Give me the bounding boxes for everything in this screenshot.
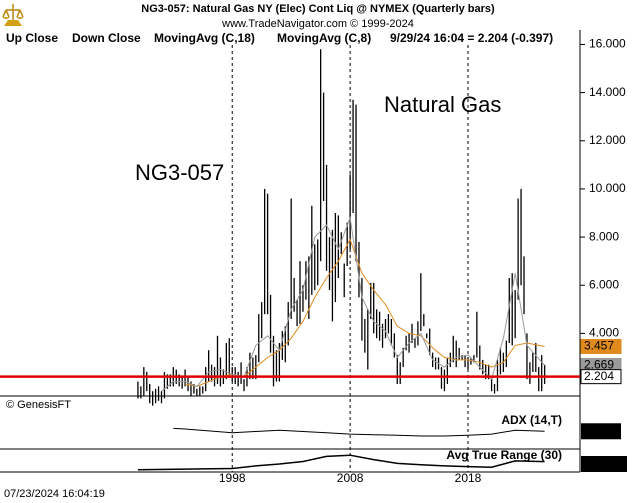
ma18-value: 3.457 <box>584 339 614 353</box>
adx-line <box>173 427 545 437</box>
y-tick-label: 12.000 <box>589 133 626 147</box>
legend-ma8: MovingAvg (C,8) <box>277 31 371 45</box>
y-tick-label: 6.000 <box>589 277 619 291</box>
legend-down: Down Close <box>72 31 141 45</box>
annotation: Natural Gas <box>384 92 501 117</box>
ma18-value-box <box>580 338 622 354</box>
x-tick-label: 2008 <box>337 471 364 485</box>
y-tick-label: 14.000 <box>589 85 626 99</box>
source: © GenesisFT <box>6 399 71 411</box>
timestamp: 07/23/2024 16:04:19 <box>4 488 105 500</box>
chart-subtitle: www.TradeNavigator.com © 1999-2024 <box>221 18 414 30</box>
last-value-box <box>580 369 622 385</box>
y-tick-label: 8.000 <box>589 229 619 243</box>
ma8-value: 2.669 <box>584 358 614 372</box>
quote: 9/29/24 16:04 = 2.204 (-0.397) <box>390 31 553 45</box>
last-value: 2.204 <box>584 369 614 383</box>
x-tick-label: 1998 <box>219 471 246 485</box>
adx-value: 26.42 <box>584 423 614 437</box>
adx-label: ADX (14,T) <box>501 413 562 427</box>
legend-up: Up Close <box>6 31 58 45</box>
x-tick-label: 2018 <box>455 471 482 485</box>
y-tick-label: 16.000 <box>589 37 626 51</box>
atr-value-box <box>581 456 627 472</box>
chart-title: NG3-057: Natural Gas NY (Elec) Cont Liq … <box>141 3 495 15</box>
annotation: NG3-057 <box>135 160 224 185</box>
moving-average <box>161 215 545 392</box>
atr-value: 1.4838 <box>584 456 621 470</box>
logo <box>2 4 24 26</box>
legend-ma18: MovingAvg (C,18) <box>154 31 255 45</box>
y-tick-label: 10.000 <box>589 181 626 195</box>
atr-label: Avg True Range (30) <box>446 448 562 462</box>
adx-value-box <box>581 423 621 440</box>
y-tick-label: 4.000 <box>589 326 619 340</box>
atr-line <box>137 454 545 471</box>
